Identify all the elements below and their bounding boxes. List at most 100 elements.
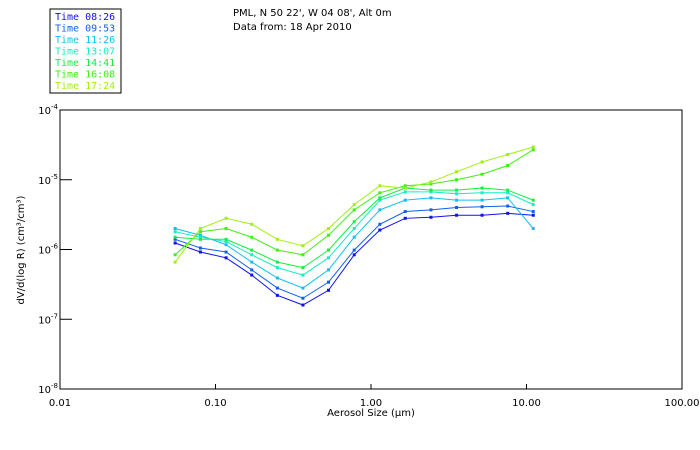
data-point: [403, 216, 407, 220]
data-point: [327, 233, 331, 237]
data-point: [531, 148, 535, 152]
data-point: [250, 222, 254, 226]
data-point: [173, 260, 177, 264]
series-1608: [173, 148, 535, 257]
data-point: [378, 196, 382, 200]
data-point: [198, 233, 202, 237]
data-point: [250, 248, 254, 252]
data-point: [506, 196, 510, 200]
data-point: [275, 260, 279, 264]
data-point: [301, 253, 305, 257]
data-point: [429, 182, 433, 186]
data-point: [198, 246, 202, 250]
data-point: [480, 160, 484, 164]
series-0953: [173, 204, 535, 300]
data-point: [403, 210, 407, 214]
legend-item: Time 14:41: [55, 58, 115, 69]
data-point: [275, 237, 279, 241]
data-point: [352, 253, 356, 257]
data-point: [224, 256, 228, 260]
y-axis-label: dV/d(log R) (cm³/cm³): [16, 195, 27, 304]
data-point: [198, 235, 202, 239]
data-point: [403, 184, 407, 188]
data-point: [173, 237, 177, 241]
data-point: [224, 243, 228, 247]
series-layer: [173, 145, 535, 307]
data-point: [250, 273, 254, 277]
data-point: [301, 286, 305, 290]
y-tick-label: 10-7: [38, 312, 58, 326]
data-point: [173, 241, 177, 245]
legend-box: [49, 8, 122, 94]
data-point: [429, 215, 433, 219]
data-point: [327, 227, 331, 231]
legend-item: Time 11:26: [55, 35, 115, 46]
data-point: [352, 235, 356, 239]
data-point: [403, 190, 407, 194]
data-point: [378, 208, 382, 212]
data-point: [173, 253, 177, 257]
data-point: [224, 237, 228, 241]
data-point: [506, 164, 510, 168]
data-point: [224, 240, 228, 244]
series-line: [174, 149, 534, 256]
data-point: [480, 213, 484, 217]
data-point: [455, 198, 459, 202]
data-point: [403, 186, 407, 190]
x-tick-label: 100.00: [665, 398, 700, 409]
data-point: [275, 293, 279, 297]
data-point: [429, 188, 433, 192]
data-point: [352, 208, 356, 212]
data-point: [378, 228, 382, 232]
series-1126: [173, 196, 535, 290]
data-point: [352, 220, 356, 224]
data-point: [378, 222, 382, 226]
plot-frame: [59, 109, 683, 390]
legend-item: Time 13:07: [55, 47, 115, 58]
y-tick-label: 10-4: [38, 103, 58, 117]
y-tick-label: 10-6: [38, 243, 58, 257]
data-point: [173, 235, 177, 239]
data-point: [506, 188, 510, 192]
data-point: [480, 205, 484, 209]
data-point: [173, 230, 177, 234]
series-1307: [173, 190, 535, 277]
data-point: [506, 153, 510, 157]
series-1724: [173, 145, 535, 264]
data-point: [275, 266, 279, 270]
data-point: [327, 256, 331, 260]
data-point: [455, 170, 459, 174]
legend-item: Time 17:24: [55, 81, 115, 92]
data-point: [352, 248, 356, 252]
series-0826: [173, 211, 535, 307]
data-point: [480, 186, 484, 190]
y-tick-label: 10-5: [38, 173, 58, 187]
data-point: [378, 184, 382, 188]
legend-item: Time 09:53: [55, 24, 115, 35]
data-point: [455, 213, 459, 217]
chart-title-line-1: PML, N 50 22', W 04 08', Alt 0m: [233, 8, 392, 19]
data-point: [198, 227, 202, 231]
data-point: [378, 198, 382, 202]
x-tick-label: 1.00: [360, 398, 382, 409]
data-point: [506, 204, 510, 208]
data-point: [198, 237, 202, 241]
data-point: [250, 268, 254, 272]
data-point: [378, 191, 382, 195]
series-1441: [173, 186, 535, 270]
axis-ticks: 0.01 0.10 1.00 10.00 100.00 10-4 10-5 10-6 10-7 1…: [38, 103, 699, 409]
data-point: [531, 213, 535, 217]
data-point: [250, 235, 254, 239]
data-point: [455, 206, 459, 210]
series-line: [174, 205, 534, 299]
data-point: [250, 253, 254, 257]
data-point: [455, 178, 459, 182]
data-point: [275, 276, 279, 280]
data-point: [275, 248, 279, 252]
data-point: [531, 203, 535, 207]
x-tick-label: 0.10: [204, 398, 226, 409]
data-point: [506, 191, 510, 195]
x-tick-label: 10.00: [512, 398, 541, 409]
